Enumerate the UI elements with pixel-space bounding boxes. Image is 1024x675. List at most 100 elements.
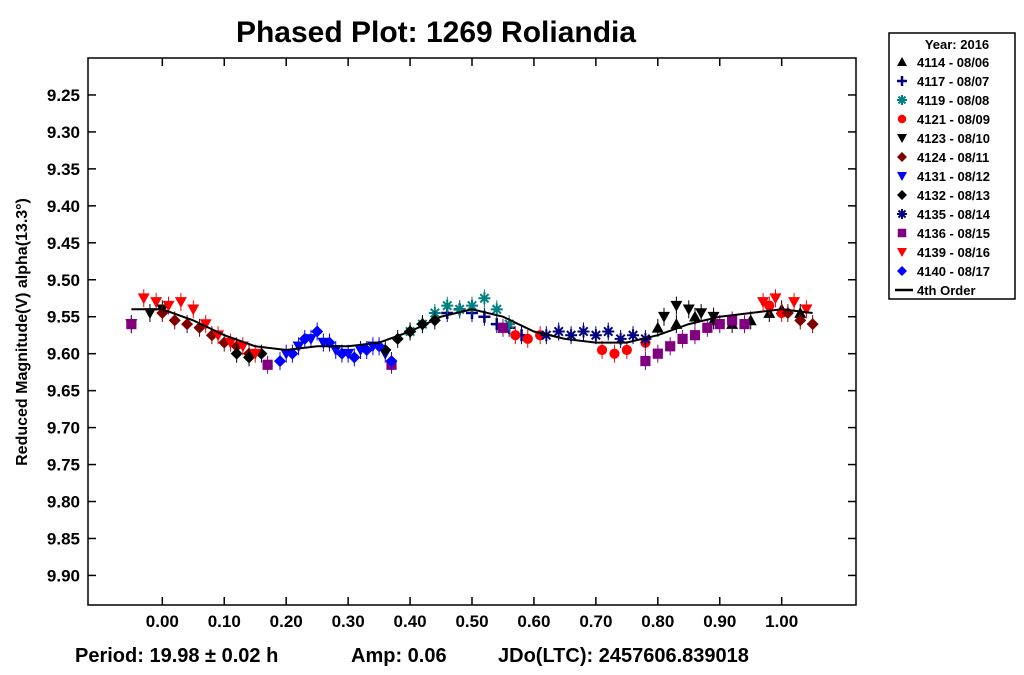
legend-entry-label: 4119 - 08/08: [917, 93, 989, 108]
legend-entry-label: 4117 - 08/07: [917, 74, 989, 89]
legend-entry-label: 4140 - 08/17: [917, 264, 990, 279]
data-point: [677, 333, 688, 344]
data-point: [702, 322, 713, 333]
y-tick-label: 9.80: [47, 493, 80, 512]
y-tick-label: 9.75: [47, 456, 80, 475]
data-point: [621, 344, 632, 356]
x-tick-label: 0.90: [703, 612, 736, 631]
x-tick-label: 0.80: [641, 612, 674, 631]
data-point: [522, 333, 533, 344]
legend-marker: [897, 114, 907, 124]
data-point: [727, 315, 738, 326]
data-point: [150, 297, 163, 308]
data-point: [670, 318, 683, 329]
data-point: [577, 325, 590, 338]
amplitude-text: Amp: 0.06: [351, 645, 447, 667]
data-point: [503, 318, 516, 331]
y-tick-label: 9.25: [47, 86, 80, 105]
data-point: [162, 300, 175, 312]
data-point: [794, 314, 807, 327]
legend-marker: [897, 57, 907, 66]
y-axis-label: Reduced Magnitude(V) alpha(13.3°): [14, 198, 31, 466]
legend-entry-label: 4123 - 08/10: [917, 131, 990, 146]
data-point: [311, 325, 324, 338]
legend-marker: [897, 190, 907, 200]
data-point: [670, 300, 683, 312]
y-axis: 9.25 9.30 9.35 9.40 9.45 9.50 9.55 9.60 9.65 9.70…: [47, 86, 856, 585]
data-point: [565, 329, 578, 342]
data-point: [651, 321, 664, 333]
data-point: [236, 341, 249, 353]
x-tick-label: 0.00: [146, 612, 179, 631]
legend-entry-label: 4124 - 08/11: [917, 150, 989, 165]
y-tick-label: 9.90: [47, 566, 80, 585]
y-tick-label: 9.65: [47, 382, 80, 401]
data-point: [335, 347, 348, 360]
y-tick-label: 9.55: [47, 308, 80, 327]
legend-entry-label: 4121 - 08/09: [917, 112, 990, 127]
data-point: [714, 319, 725, 330]
y-tick-label: 9.50: [47, 271, 80, 290]
data-point: [137, 293, 150, 305]
legend-marker: [897, 95, 907, 105]
legend-marker: [897, 134, 907, 143]
data-point: [614, 332, 627, 345]
data-point: [286, 347, 299, 360]
chart-title: Phased Plot: 1269 Roliandia: [236, 16, 636, 49]
data-point: [441, 299, 454, 312]
legend-fit-label: 4th Order: [917, 283, 976, 298]
data-point: [497, 322, 509, 333]
data-point: [688, 310, 701, 322]
plot-frame: [87, 57, 857, 606]
data-point: [510, 330, 521, 341]
x-tick-label: 0.60: [517, 612, 550, 631]
data-point: [230, 347, 243, 360]
x-tick-label: 0.40: [394, 612, 427, 631]
legend-marker: [897, 76, 907, 86]
legend-marker: [897, 172, 907, 181]
data-point: [385, 355, 398, 368]
data-point: [800, 304, 813, 316]
legend-box: [888, 32, 1016, 300]
y-tick-label: 9.35: [47, 160, 80, 179]
data-point: [739, 319, 750, 330]
data-point: [658, 311, 670, 323]
data-point: [298, 332, 311, 345]
data-point: [589, 329, 602, 342]
legend-title: Year: 2016: [925, 37, 989, 52]
data-point: [602, 325, 615, 338]
data-point: [478, 292, 491, 305]
fit-curve: [131, 308, 813, 352]
y-tick-label: 9.45: [47, 234, 80, 253]
data-point: [187, 304, 200, 316]
x-tick-label: 1.00: [765, 612, 798, 631]
x-tick-label: 0.50: [455, 612, 488, 631]
data-point: [788, 297, 801, 308]
data-point: [757, 297, 770, 308]
data-point: [466, 299, 478, 312]
data-point: [249, 348, 262, 360]
data-point: [126, 319, 137, 330]
data-point: [174, 297, 187, 308]
data-point: [806, 318, 819, 331]
legend-entry-label: 4132 - 08/13: [917, 188, 990, 203]
data-point: [490, 303, 503, 316]
jdo-text: JDo(LTC): 2457606.839018: [498, 645, 749, 667]
data-point: [143, 308, 156, 320]
legend-entry-label: 4131 - 08/12: [917, 169, 990, 184]
data-point: [609, 348, 620, 359]
data-point: [255, 347, 268, 360]
data-point: [243, 351, 256, 364]
data-point: [292, 341, 305, 353]
data-point: [552, 325, 565, 338]
data-point: [640, 355, 651, 367]
x-axis: 0.00 0.10 0.20 0.30 0.40 0.50 0.60 0.70 0.80 0.90…: [146, 58, 798, 631]
data-point: [764, 300, 775, 311]
y-tick-label: 9.40: [47, 197, 80, 216]
legend-entry-label: 4135 - 08/14: [917, 207, 991, 222]
x-tick-label: 0.10: [208, 612, 241, 631]
legend-marker: [897, 266, 907, 276]
data-point: [348, 351, 361, 364]
data-point: [665, 341, 676, 352]
